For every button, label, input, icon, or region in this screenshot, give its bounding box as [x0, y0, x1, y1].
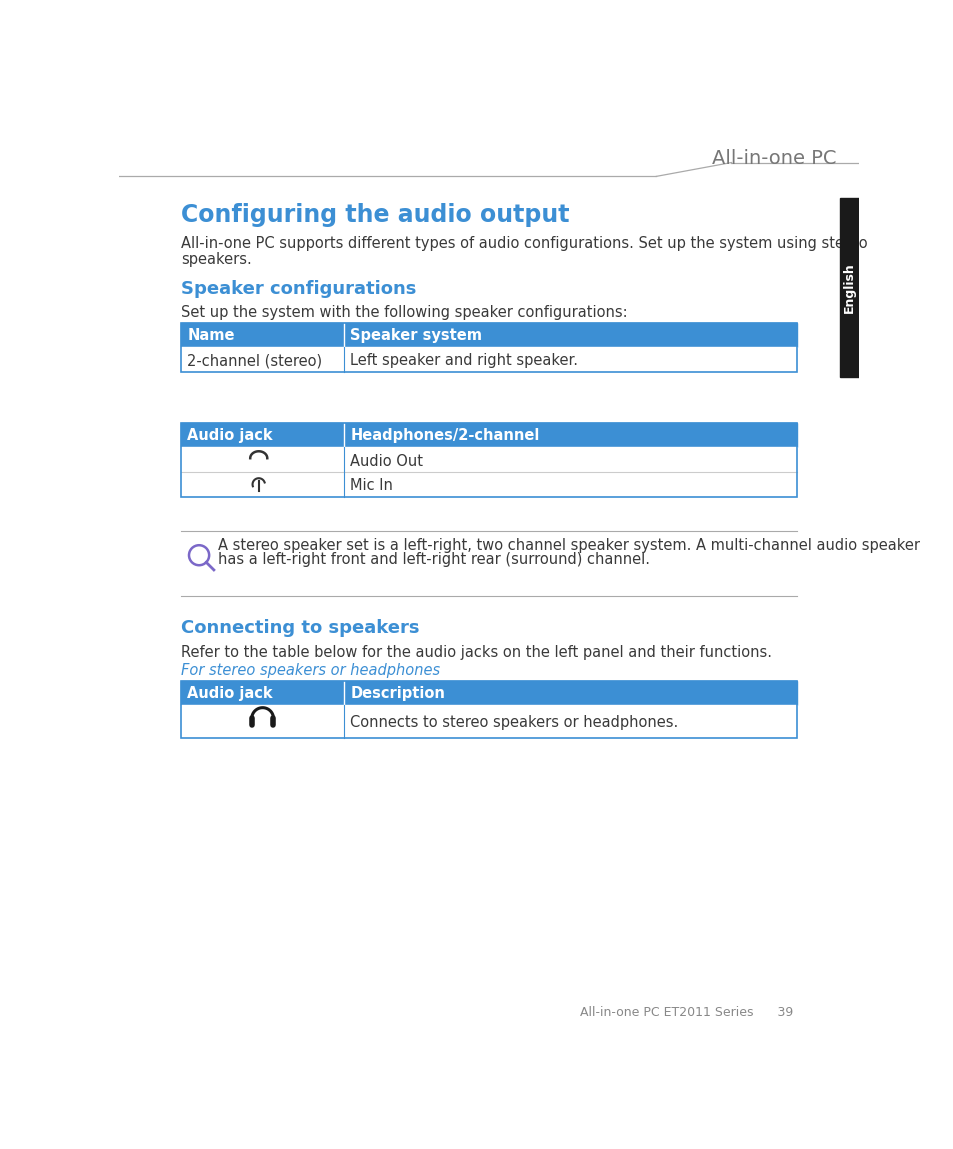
Bar — [181, 472, 797, 496]
Text: Speaker configurations: Speaker configurations — [181, 280, 416, 299]
Text: All-in-one PC: All-in-one PC — [711, 149, 835, 169]
Text: Speaker system: Speaker system — [350, 329, 481, 344]
Text: 2-channel (stereo): 2-channel (stereo) — [187, 354, 322, 369]
Text: Connects to stereo speakers or headphones.: Connects to stereo speakers or headphone… — [350, 716, 678, 731]
Text: Audio jack: Audio jack — [187, 429, 273, 444]
Bar — [840, 198, 858, 377]
Bar — [181, 323, 797, 372]
Bar — [181, 705, 797, 738]
Text: Left speaker and right speaker.: Left speaker and right speaker. — [350, 354, 578, 369]
Text: English: English — [841, 262, 855, 313]
Text: Description: Description — [350, 686, 445, 701]
Bar — [181, 680, 797, 738]
Text: has a left-right front and left-right rear (surround) channel.: has a left-right front and left-right re… — [218, 553, 650, 568]
Text: Configuring the audio output: Configuring the audio output — [181, 203, 569, 228]
Text: Refer to the table below for the audio jacks on the left panel and their functio: Refer to the table below for the audio j… — [181, 645, 771, 660]
Text: Name: Name — [187, 329, 234, 344]
Text: Audio Out: Audio Out — [350, 454, 423, 469]
Text: Set up the system with the following speaker configurations:: Set up the system with the following spe… — [181, 304, 627, 319]
Text: speakers.: speakers. — [181, 252, 252, 267]
Bar — [181, 347, 797, 372]
Text: A stereo speaker set is a left-right, two channel speaker system. A multi-channe: A stereo speaker set is a left-right, tw… — [218, 538, 920, 554]
Bar — [181, 323, 797, 347]
Text: Connecting to speakers: Connecting to speakers — [181, 619, 419, 638]
Text: For stereo speakers or headphones: For stereo speakers or headphones — [181, 663, 440, 678]
Text: Mic In: Mic In — [350, 478, 393, 493]
Bar — [181, 447, 797, 472]
Bar — [181, 423, 797, 496]
Text: Headphones/2-channel: Headphones/2-channel — [350, 429, 539, 444]
Bar — [181, 423, 797, 447]
Text: All-in-one PC ET2011 Series      39: All-in-one PC ET2011 Series 39 — [579, 1007, 793, 1019]
Text: All-in-one PC supports different types of audio configurations. Set up the syste: All-in-one PC supports different types o… — [181, 237, 867, 252]
Bar — [181, 680, 797, 705]
Text: Audio jack: Audio jack — [187, 686, 273, 701]
